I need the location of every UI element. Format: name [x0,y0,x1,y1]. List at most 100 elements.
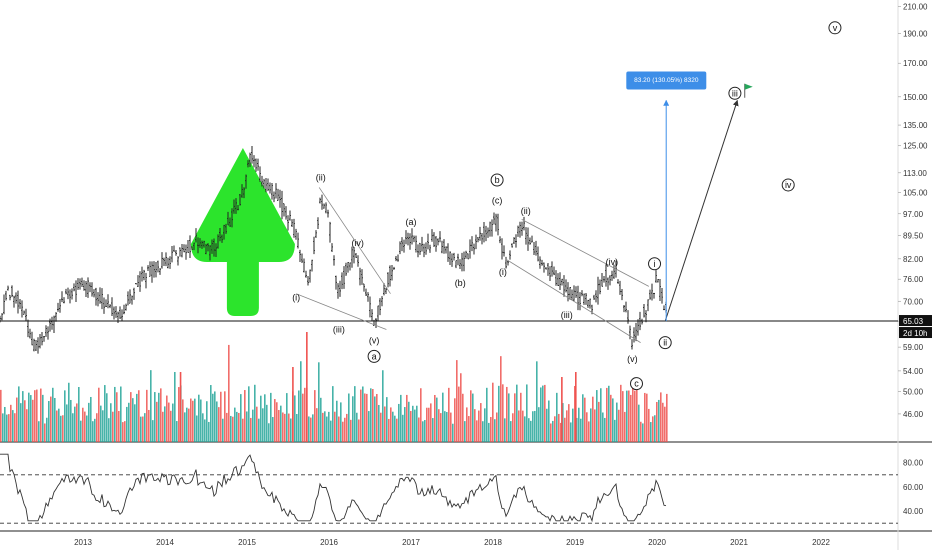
volume-bar [64,390,66,442]
volume-bar [74,406,76,442]
wave-label-circle [367,349,381,363]
wave-label: (ii) [316,173,326,183]
volume-bar [442,392,444,442]
wave-label: (iv) [606,257,619,267]
volume-bar [154,392,156,442]
volume-bar [526,384,528,442]
volume-bar [166,395,168,442]
volume-bar [36,389,38,442]
volume-bar [130,392,132,442]
volume-bar [616,402,618,442]
volume-bar [614,419,616,442]
volume-bar [112,411,114,442]
volume-bar [362,386,364,442]
volume-bar [192,400,194,442]
volume-bar [580,418,582,442]
volume-bar [272,417,274,442]
volume-bar [206,401,208,442]
volume-bar [246,411,248,442]
volume-bar [138,390,140,442]
volume-bar [404,407,406,442]
flag-icon [744,83,753,90]
volume-bar [140,416,142,442]
volume-bar [398,403,400,442]
volume-bar [666,393,668,442]
volume-bar [254,384,256,442]
volume-bar [354,386,356,442]
volume-bar [200,399,202,442]
price-tick-label: 54.00 [903,367,924,376]
price-tick-label: 46.00 [903,410,924,419]
volume-bar [216,401,218,442]
wave-label: (i) [499,267,507,277]
volume-bar [208,421,210,442]
volume-bar [202,413,204,442]
volume-bar [438,409,440,442]
volume-bar [468,416,470,442]
volume-bar [24,400,26,442]
volume-bar [96,413,98,442]
volume-bar [454,398,456,442]
volume-spike [561,377,563,442]
volume-spike [306,332,308,442]
volume-bar [522,410,524,442]
volume-bar [376,394,378,442]
volume-bar [348,393,350,442]
volume-bar [540,387,542,442]
volume-bar [464,421,466,442]
volume-bar [370,388,372,442]
volume-spike [292,367,294,442]
volume-bar [122,422,124,442]
volume-bar [62,415,64,442]
wave-label-circle [490,173,504,187]
volume-bar [330,420,332,442]
volume-bar [470,390,472,442]
volume-bar [576,417,578,442]
volume-bar [492,382,494,442]
volume-bar [266,404,268,442]
volume-bar [318,362,320,442]
volume-spike [575,372,577,442]
volume-bar [34,390,36,442]
volume-bar [256,406,258,442]
volume-bar [174,371,176,442]
price-tick-label: 70.00 [903,297,924,306]
volume-bar [144,413,146,442]
volume-bar [654,415,656,442]
wave-label-circle [630,377,643,391]
volume-bar [58,408,60,442]
volume-bar [70,399,72,442]
volume-bar [474,409,476,442]
volume-bar [352,396,354,442]
volume-bar [182,399,184,442]
volume-bar [26,409,28,442]
volume-bar [630,394,632,442]
rsi-tick-label: 80.00 [903,459,924,468]
volume-bar [396,418,398,442]
volume-bar [104,385,106,442]
price-tick-label: 89.50 [903,231,924,240]
volume-bar [392,411,394,442]
volume-bar [486,387,488,442]
volume-bar [546,408,548,442]
volume-bar [108,418,110,442]
volume-bar [94,418,96,442]
volume-spike [179,372,182,442]
volume-bar [336,400,338,442]
volume-bar [610,394,612,442]
volume-bar [646,393,648,442]
volume-bar [110,403,112,442]
volume-bar [238,412,240,442]
volume-bar [156,401,158,442]
price-tick-label: 82.00 [903,255,924,264]
volume-bar [68,382,70,442]
time-tick-label: 2018 [484,538,502,547]
volume-bar [42,394,44,442]
time-tick-label: 2015 [238,538,256,547]
volume-bar [320,397,322,442]
volume-bar [364,393,366,442]
volume-bar [548,400,550,442]
volume-bar [608,385,610,442]
volume-bar [224,391,226,442]
